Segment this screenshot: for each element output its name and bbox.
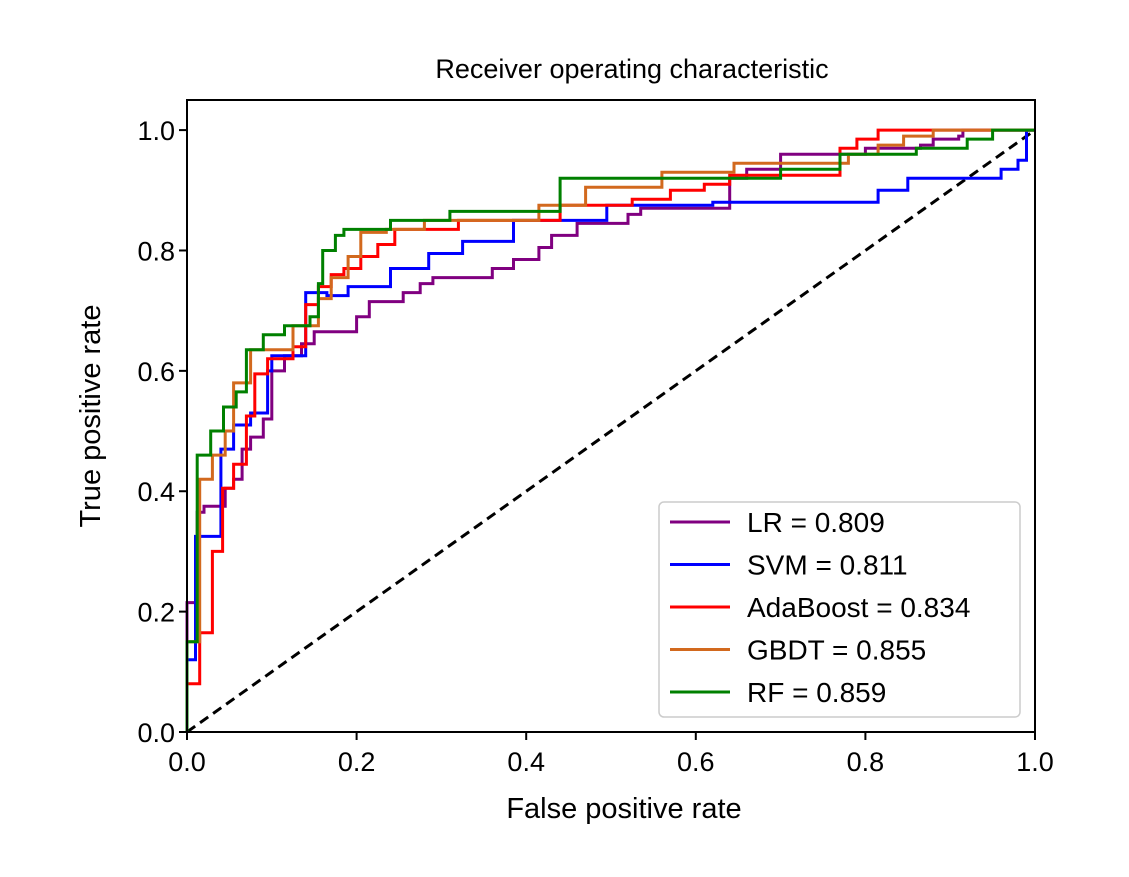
y-axis-label: True positive rate (75, 305, 107, 528)
legend-label: SVM = 0.811 (747, 550, 908, 581)
plot-frame (186, 99, 1036, 733)
legend-label: LR = 0.809 (747, 507, 885, 538)
series-line-0 (185, 128, 1035, 732)
legend-label: RF = 0.859 (747, 677, 886, 708)
legend-label: AdaBoost = 0.834 (747, 592, 970, 623)
legend-box (658, 501, 1021, 718)
y-ticks: 0.0 0.2 0.4 0.6 0.8 1.0 (137, 116, 187, 748)
reference-line-group (186, 128, 1036, 734)
x-tick-label: 0.8 (847, 747, 885, 777)
x-tick-label: 0.4 (507, 747, 545, 777)
x-tick-label: 1.0 (1016, 747, 1054, 777)
y-tick-label: 0.0 (137, 718, 175, 748)
legend-label: GBDT = 0.855 (747, 635, 926, 666)
legend: LR = 0.809 SVM = 0.811 AdaBoost = 0.834 GBD… (658, 501, 1021, 718)
chart-title: Receiver operating characteristic (435, 54, 828, 84)
diagonal-reference-line (186, 128, 1036, 734)
y-tick-label: 0.8 (137, 236, 175, 266)
y-tick-label: 0.2 (137, 598, 175, 628)
y-tick-label: 0.4 (137, 477, 175, 507)
x-tick-label: 0.2 (338, 747, 376, 777)
y-tick-label: 0.6 (137, 357, 175, 387)
y-tick-label: 1.0 (137, 116, 175, 146)
series-line-4 (185, 128, 1035, 732)
x-tick-label: 0.6 (677, 747, 715, 777)
series-line-2 (185, 128, 1035, 732)
x-ticks: 0.0 0.2 0.4 0.6 0.8 1.0 (168, 732, 1054, 777)
plot-area (185, 99, 1036, 734)
x-axis-label: False positive rate (506, 793, 741, 825)
series-group (185, 128, 1035, 732)
x-tick-label: 0.0 (168, 747, 206, 777)
